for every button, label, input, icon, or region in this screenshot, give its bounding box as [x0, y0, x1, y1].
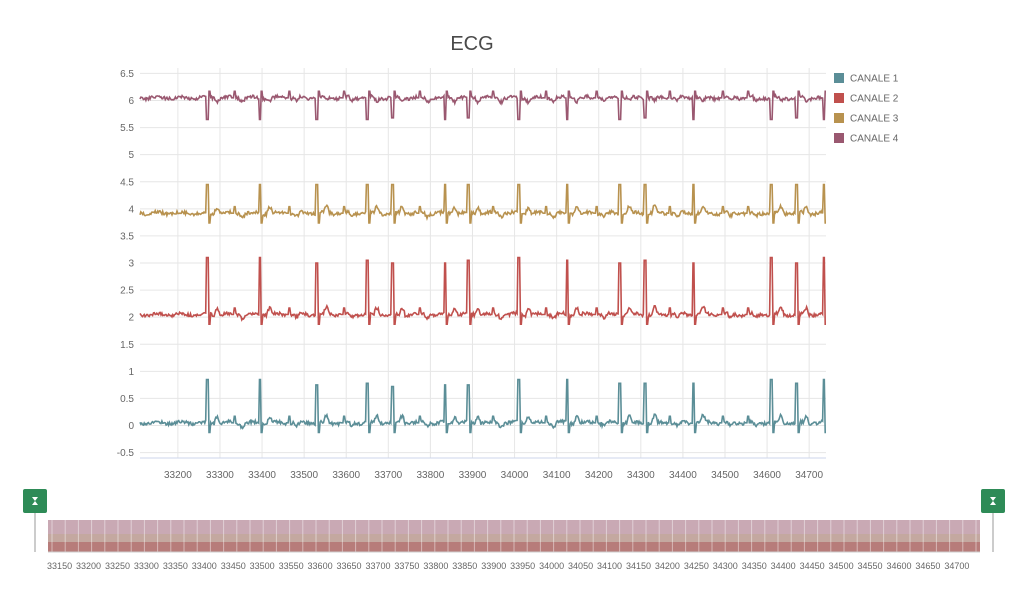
x-tick-label: 34300: [627, 470, 655, 481]
series-line-4: [139, 90, 826, 121]
x-tick-label: 33900: [459, 470, 487, 481]
navigator-tick-label: 33800: [423, 561, 448, 571]
navigator-band-bottom: [48, 542, 980, 552]
drag-grip-icon: [32, 497, 38, 505]
y-tick-label: 1.5: [120, 340, 134, 351]
navigator-tick-label: 34600: [886, 561, 911, 571]
navigator-band-middle: [48, 534, 980, 542]
navigator-tick-label: 34150: [626, 561, 651, 571]
legend-swatch: [834, 133, 844, 143]
y-tick-label: 5: [128, 150, 134, 161]
legend-item-2[interactable]: CANALE 2: [834, 93, 899, 105]
navigator-tick-label: 34050: [568, 561, 593, 571]
x-tick-label: 33300: [206, 470, 234, 481]
navigator-tick-label: 33900: [481, 561, 506, 571]
navigator-tick-label: 34350: [742, 561, 767, 571]
navigator-tick-label: 34450: [800, 561, 825, 571]
y-tick-label: 4: [128, 204, 134, 215]
y-axis: -0.5 0 0.5 1 1.5 2 2.5 3 3.5 4 4.5 5 5.5 6 6.5: [117, 69, 135, 459]
navigator-tick-label: 34650: [915, 561, 940, 571]
x-tick-label: 33200: [164, 470, 192, 481]
x-tick-label: 33800: [416, 470, 444, 481]
x-tick-label: 34400: [669, 470, 697, 481]
navigator-tick-label: 33600: [308, 561, 333, 571]
legend: CANALE 1 CANALE 2 CANALE 3 CANALE 4: [834, 73, 899, 145]
navigator-tick-label: 34500: [829, 561, 854, 571]
x-tick-label: 34700: [795, 470, 823, 481]
chart-title: ECG: [450, 33, 493, 55]
navigator-tick-label: 33450: [221, 561, 246, 571]
grid: [140, 68, 826, 458]
navigator-tick-label: 33550: [279, 561, 304, 571]
series-plot-area: [139, 90, 826, 434]
x-tick-label: 34500: [711, 470, 739, 481]
x-axis: 33200 33300 33400 33500 33600 33700 33800 33900…: [140, 457, 826, 481]
navigator-tick-label: 34400: [771, 561, 796, 571]
navigator-tick-label: 34300: [713, 561, 738, 571]
legend-item-4[interactable]: CANALE 4: [834, 133, 899, 145]
legend-swatch: [834, 73, 844, 83]
navigator-tick-label: 33200: [76, 561, 101, 571]
legend-item-3[interactable]: CANALE 3: [834, 113, 899, 125]
y-tick-label: 2: [128, 313, 134, 324]
navigator-tick-label: 33950: [510, 561, 535, 571]
x-tick-label: 33700: [374, 470, 402, 481]
legend-item-1[interactable]: CANALE 1: [834, 73, 899, 85]
navigator-tick-label: 34550: [857, 561, 882, 571]
y-tick-label: 3: [128, 259, 134, 270]
series-line-3: [139, 183, 826, 224]
navigator-tick-label: 33350: [163, 561, 188, 571]
navigator-tick-label: 34200: [655, 561, 680, 571]
navigator-tick-label: 33750: [394, 561, 419, 571]
navigator-tick-label: 33400: [192, 561, 217, 571]
navigator-tick-label: 33500: [250, 561, 275, 571]
navigator-tick-label: 33300: [134, 561, 159, 571]
range-navigator[interactable]: 33150 33200 33250 33300 33350 33400 33450 33500…: [23, 489, 1005, 571]
y-tick-label: 0.5: [120, 394, 134, 405]
x-tick-label: 33600: [332, 470, 360, 481]
navigator-tick-label: 33650: [337, 561, 362, 571]
x-tick-label: 34600: [753, 470, 781, 481]
x-tick-label: 34000: [501, 470, 529, 481]
legend-swatch: [834, 93, 844, 103]
navigator-tick-label: 33850: [452, 561, 477, 571]
navigator-tick-label: 34250: [684, 561, 709, 571]
y-tick-label: 0: [128, 421, 134, 432]
y-tick-label: 2.5: [120, 286, 134, 297]
x-tick-label: 33400: [248, 470, 276, 481]
legend-label: CANALE 4: [850, 134, 899, 145]
y-tick-label: -0.5: [117, 448, 135, 459]
navigator-tick-label: 33250: [105, 561, 130, 571]
legend-label: CANALE 1: [850, 74, 899, 85]
navigator-band-top: [48, 520, 980, 534]
y-tick-label: 3.5: [120, 231, 134, 242]
navigator-handle-right[interactable]: [981, 489, 1005, 552]
y-tick-label: 6: [128, 96, 134, 107]
y-tick-label: 4.5: [120, 177, 134, 188]
navigator-tick-label: 33150: [47, 561, 72, 571]
navigator-handle-left[interactable]: [23, 489, 47, 552]
series-line-2: [139, 256, 826, 326]
x-tick-label: 34100: [543, 470, 571, 481]
legend-label: CANALE 3: [850, 114, 899, 125]
navigator-tick-label: 34700: [944, 561, 969, 571]
series-line-1: [139, 378, 826, 434]
legend-swatch: [834, 113, 844, 123]
navigator-tick-label: 34000: [539, 561, 564, 571]
x-tick-label: 34200: [585, 470, 613, 481]
y-tick-label: 5.5: [120, 123, 134, 134]
navigator-tick-label: 33700: [365, 561, 390, 571]
navigator-tick-label: 34100: [597, 561, 622, 571]
legend-label: CANALE 2: [850, 94, 899, 105]
x-tick-label: 33500: [290, 470, 318, 481]
y-tick-label: 6.5: [120, 69, 134, 80]
drag-grip-icon: [990, 497, 996, 505]
y-tick-label: 1: [128, 367, 134, 378]
